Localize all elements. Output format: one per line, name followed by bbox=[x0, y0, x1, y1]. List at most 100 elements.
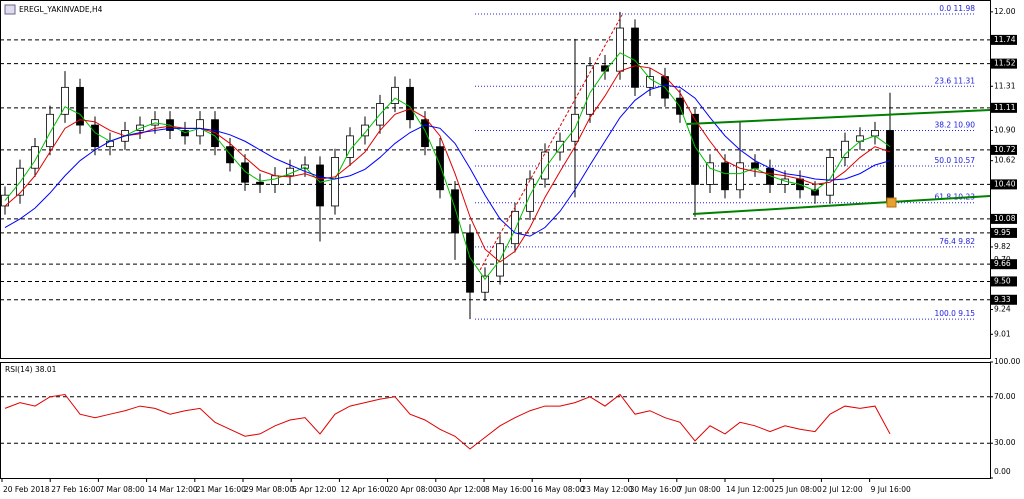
candle-body bbox=[646, 76, 654, 88]
candle-body bbox=[31, 146, 39, 169]
rsi-title: RSI(14) 38.01 bbox=[5, 365, 57, 374]
candle-body bbox=[181, 130, 189, 137]
indicator-line bbox=[4, 84, 891, 237]
level-label: 10.08 bbox=[994, 214, 1016, 223]
candle-body bbox=[631, 27, 639, 88]
candle-body bbox=[316, 164, 324, 207]
candle-body bbox=[196, 119, 204, 137]
candle-body bbox=[841, 140, 849, 158]
candle-body bbox=[586, 65, 594, 115]
candle-body bbox=[886, 130, 894, 204]
candle-body bbox=[826, 157, 834, 196]
x-tick-label: 7 Mar 08:00 bbox=[99, 485, 145, 494]
candle-body bbox=[256, 181, 264, 185]
level-label-box bbox=[991, 227, 1017, 238]
level-label: 11.74 bbox=[994, 35, 1016, 44]
candle-body bbox=[481, 275, 489, 293]
level-label: 10.40 bbox=[994, 179, 1016, 188]
candle-body bbox=[466, 232, 474, 293]
level-label-box bbox=[991, 102, 1017, 113]
level-label: 9.50 bbox=[994, 276, 1011, 285]
fib-label: 0.0 11.98 bbox=[939, 4, 975, 13]
candle-body bbox=[721, 162, 729, 191]
x-tick-label: 23 May 12:00 bbox=[581, 485, 633, 494]
candle-body bbox=[106, 140, 114, 148]
level-label-box bbox=[991, 213, 1017, 224]
candle-body bbox=[691, 113, 699, 185]
level-label: 9.66 bbox=[994, 259, 1011, 268]
x-tick-label: 20 Feb 2018 bbox=[3, 485, 50, 494]
level-label-box bbox=[991, 179, 1017, 190]
candle-body bbox=[436, 146, 444, 191]
rsi-panel-frame bbox=[0, 362, 991, 479]
y-tick-label: 10.62 bbox=[994, 156, 1016, 165]
x-tick-label: 14 Jun 12:00 bbox=[726, 485, 774, 494]
candle-body bbox=[616, 27, 624, 72]
candle-body bbox=[241, 162, 249, 183]
level-label: 10.72 bbox=[994, 145, 1016, 154]
channel-upper bbox=[686, 109, 991, 125]
level-label-box bbox=[991, 294, 1017, 305]
x-tick-label: 8 May 16:00 bbox=[485, 485, 532, 494]
candle-body bbox=[76, 86, 84, 126]
candle-body bbox=[451, 189, 459, 234]
fib-label: 38.2 10.90 bbox=[934, 120, 975, 129]
window-icon bbox=[4, 4, 16, 15]
y-tick-label: 10.90 bbox=[994, 125, 1016, 134]
candle-body bbox=[271, 175, 279, 185]
candle-body bbox=[136, 124, 144, 131]
candle-body bbox=[556, 140, 564, 153]
indicator-line bbox=[4, 65, 891, 263]
candle-body bbox=[811, 189, 819, 196]
marker bbox=[886, 197, 897, 208]
x-tick-label: 16 May 08:00 bbox=[533, 485, 585, 494]
fib-label: 76.4 9.82 bbox=[939, 237, 975, 246]
candle-body bbox=[151, 119, 159, 126]
level-label: 9.33 bbox=[994, 295, 1011, 304]
level-label: 11.11 bbox=[994, 103, 1016, 112]
candle-body bbox=[391, 86, 399, 104]
y-tick-label: 100.00 bbox=[994, 357, 1020, 366]
x-tick-label: 7 Jun 08:00 bbox=[678, 485, 721, 494]
level-label: 11.52 bbox=[994, 59, 1016, 68]
plot-layer: 12.0011.3110.9010.629.829.709.249.0111.7… bbox=[0, 4, 1020, 494]
y-tick-label: 9.24 bbox=[994, 304, 1011, 313]
level-label-box bbox=[991, 144, 1017, 155]
candle-body bbox=[46, 113, 54, 148]
x-tick-label: 2 Jul 12:00 bbox=[822, 485, 862, 494]
candle-body bbox=[706, 162, 714, 185]
indicator-line bbox=[4, 393, 891, 450]
x-tick-label: 21 Mar 16:00 bbox=[196, 485, 246, 494]
x-tick-label: 14 Mar 12:00 bbox=[148, 485, 198, 494]
x-tick-label: 5 Apr 12:00 bbox=[292, 485, 336, 494]
level-label: 9.95 bbox=[994, 228, 1011, 237]
fib-label: 23.6 11.31 bbox=[934, 76, 975, 85]
candle-body bbox=[346, 135, 354, 158]
x-tick-label: 9 Jul 16:00 bbox=[871, 485, 911, 494]
candle-body bbox=[736, 162, 744, 191]
y-tick-label: 9.82 bbox=[994, 242, 1011, 251]
candle-body bbox=[421, 119, 429, 148]
price-panel-frame bbox=[0, 0, 991, 359]
candle-body bbox=[61, 86, 69, 115]
y-tick-label: 30.00 bbox=[994, 438, 1016, 447]
candle-body bbox=[871, 130, 879, 137]
y-tick-label: 70.00 bbox=[994, 392, 1016, 401]
y-tick-label: 0.00 bbox=[994, 467, 1011, 476]
level-label-box bbox=[991, 58, 1017, 69]
channel-lower bbox=[692, 195, 991, 215]
trend-line bbox=[479, 14, 623, 271]
candle-body bbox=[91, 124, 99, 148]
fib-label: 100.0 9.15 bbox=[934, 309, 975, 318]
level-label-box bbox=[991, 34, 1017, 45]
candle-body bbox=[751, 162, 759, 169]
y-tick-label: 12.00 bbox=[994, 7, 1016, 16]
x-tick-label: 25 Jun 08:00 bbox=[774, 485, 822, 494]
chart-title: EREGL_YAKINVADE,H4 bbox=[19, 5, 103, 14]
level-label-box bbox=[991, 259, 1017, 270]
y-tick-label: 11.31 bbox=[994, 81, 1016, 90]
x-tick-label: 29 Mar 08:00 bbox=[244, 485, 294, 494]
x-tick-label: 27 Feb 16:00 bbox=[51, 485, 100, 494]
